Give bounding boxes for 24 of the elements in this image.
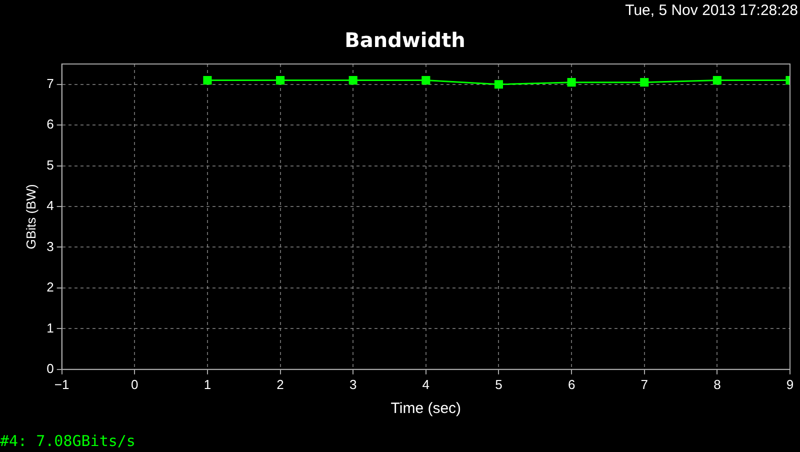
x-tick-label: 8 xyxy=(714,376,721,392)
text: Tue, 5 Nov 2013 17:28:28 xyxy=(625,2,798,19)
x-tick-label: 7 xyxy=(640,376,648,392)
x-tick-label: 9 xyxy=(786,376,794,392)
text: #4: 7.08GBits/s xyxy=(0,432,136,450)
x-tick-label: 0 xyxy=(131,376,138,392)
y-tick-label: 4 xyxy=(46,198,54,214)
y-tick-label: 1 xyxy=(46,320,54,336)
x-tick-label: 5 xyxy=(495,376,502,392)
chart-title: Bandwidth xyxy=(344,28,466,52)
x-axis-title: Time (sec) xyxy=(390,400,462,418)
y-tick-label: 3 xyxy=(46,238,54,254)
y-tick-label: 2 xyxy=(46,280,54,295)
y-tick-label: 7 xyxy=(46,76,54,91)
x-tick-label: 1 xyxy=(204,376,212,392)
x-tick-label: 3 xyxy=(349,376,357,392)
x-tick-label: −1 xyxy=(54,376,70,392)
x-tick-label: 4 xyxy=(422,376,430,392)
x-tick-label: 6 xyxy=(568,376,576,392)
y-axis-title: GBits (BW) xyxy=(23,184,38,250)
y-tick-label: 6 xyxy=(46,116,54,132)
y-tick-label: 0 xyxy=(46,360,54,376)
x-tick-label: 2 xyxy=(276,376,284,392)
y-tick-label: 5 xyxy=(46,157,54,172)
